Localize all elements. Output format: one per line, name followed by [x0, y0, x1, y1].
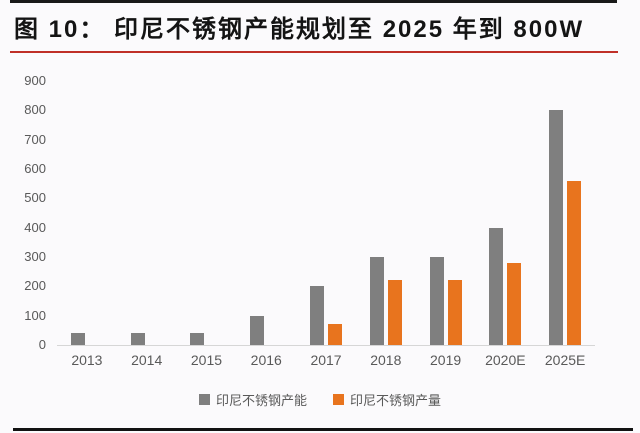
bar-group	[296, 81, 356, 345]
x-axis-label: 2025E	[544, 352, 586, 368]
y-axis-tick-label: 0	[38, 337, 46, 352]
capacity-bar	[70, 333, 85, 345]
capacity-legend-label: 印尼不锈钢产能	[215, 393, 307, 408]
y-axis-tick-label: 800	[24, 102, 46, 118]
x-axis-line	[57, 345, 595, 346]
y-axis-tick-label: 100	[24, 307, 46, 323]
production-legend-label: 印尼不锈钢产量	[350, 393, 442, 408]
legend-item-capacity: 印尼不锈钢产能	[198, 390, 307, 409]
capacity-bar	[250, 316, 265, 345]
capacity-bar	[489, 228, 504, 345]
bar-group	[236, 81, 296, 345]
y-axis-tick-label: 600	[24, 161, 46, 176]
y-axis-tick-label: 300	[24, 249, 46, 264]
figure-title: 图 10： 印尼不锈钢产能规划至 2025 年到 800W	[14, 16, 585, 43]
production-legend-swatch	[333, 394, 344, 405]
x-axis-label: 2018	[370, 352, 402, 368]
bar-group	[416, 81, 476, 345]
x-axis-label: 2016	[250, 352, 282, 368]
y-axis-tick-label: 900	[24, 73, 46, 88]
x-axis-label: 2017	[310, 352, 342, 368]
x-axis-label: 2013	[71, 352, 103, 368]
plot-area	[57, 81, 595, 345]
x-axis-label: 2019	[430, 352, 462, 368]
production-bar	[387, 280, 402, 345]
capacity-legend-swatch	[198, 394, 210, 405]
capacity-bar	[310, 286, 325, 345]
y-axis-tick-label: 400	[24, 219, 46, 235]
x-axis-label: 2015	[190, 352, 223, 368]
bar-group	[475, 81, 535, 345]
y-axis-tick-label: 700	[24, 131, 46, 147]
bar-group	[177, 81, 237, 345]
capacity-bar	[549, 110, 564, 345]
production-bar	[507, 263, 522, 345]
capacity-bar	[369, 257, 384, 345]
bar-group	[57, 81, 117, 345]
y-axis-tick-label: 200	[24, 278, 46, 294]
production-bar	[567, 181, 582, 345]
top-rule	[10, 0, 617, 3]
title-underline	[10, 51, 618, 53]
production-bar	[328, 324, 343, 345]
bar-group	[535, 81, 595, 345]
capacity-bar	[429, 257, 444, 345]
bar-group	[117, 81, 177, 345]
bottom-rule	[13, 428, 633, 431]
x-axis-labels: 2013 2014 2015 2016 2017 2018 2019 2020E 2025E	[57, 352, 595, 368]
chart-legend: 印尼不锈钢产能 印尼不锈钢产量	[0, 390, 640, 409]
capacity-bar	[130, 333, 145, 345]
x-axis-label: 2014	[131, 352, 163, 368]
capacity-bar	[190, 333, 205, 345]
bar-group	[356, 81, 416, 345]
production-bar	[447, 280, 462, 345]
y-axis-tick-label: 500	[24, 190, 46, 206]
x-axis-label: 2020E	[485, 352, 526, 368]
legend-item-production: 印尼不锈钢产量	[333, 390, 441, 409]
